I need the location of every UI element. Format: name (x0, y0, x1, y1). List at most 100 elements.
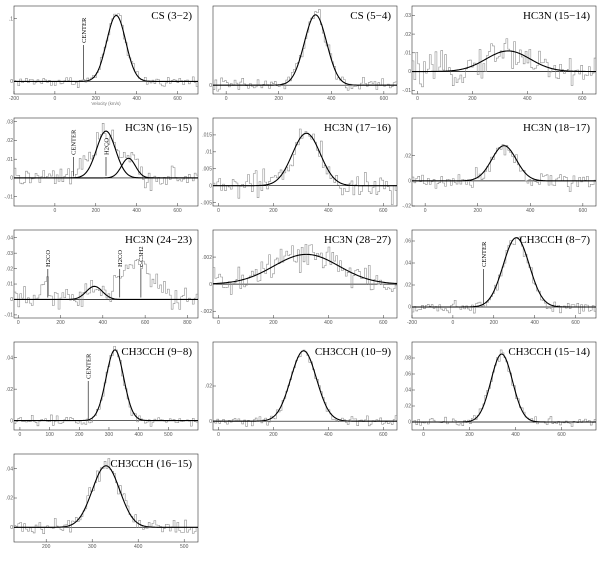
observed-spectrum (213, 244, 397, 295)
spectrum-panel: -200 0 200 400 600 0 .1 Velocity (km/s) CS (3−2)… (9, 5, 199, 106)
spectrum-panel: 0 200 400 600 -.005 0 .005 .01 .015 HC3N (17−16) (201, 117, 398, 214)
gaussian-fit (14, 14, 198, 82)
panel-title: CH3CCH (15−14) (508, 346, 590, 358)
plot-frame (411, 341, 597, 431)
x-tick-label: 400 (99, 320, 108, 326)
x-axis-label: Velocity (km/s) (91, 101, 121, 106)
y-tick-label: .02 (404, 32, 411, 38)
x-tick-label: 200 (269, 320, 278, 326)
annotation-label: CENTER (81, 17, 88, 43)
x-tick-label: 400 (324, 432, 333, 438)
panel-title: CH3CCH (16−15) (110, 458, 192, 470)
x-tick-label: 0 (424, 208, 427, 214)
x-tick-label: -200 (407, 320, 417, 326)
plot-frame (13, 5, 199, 95)
x-tick-label: 400 (511, 432, 520, 438)
y-tick-label: .04 (404, 261, 411, 267)
x-tick-label: 200 (490, 320, 499, 326)
x-tick-label: 600 (141, 320, 150, 326)
x-tick-label: 400 (324, 208, 333, 214)
y-tick-label: .04 (6, 235, 13, 241)
plot-frame (212, 229, 398, 319)
gaussian-fit (14, 285, 198, 301)
spectrum-panel: 0 200 400 600 800 -.01 0 .01 .02 .03 .04 HC3N (24−2… (4, 229, 199, 326)
x-tick-label: 200 (269, 432, 278, 438)
panel-title: HC3N (15−14) (523, 10, 590, 22)
y-tick-label: .02 (404, 283, 411, 289)
x-tick-label: 600 (379, 320, 388, 326)
y-tick-label: -.02 (402, 204, 411, 210)
x-tick-label: 500 (180, 544, 189, 550)
plot-frame (13, 117, 199, 207)
plot-frame (212, 117, 398, 207)
panel-title: HC3N (16−15) (125, 122, 192, 134)
y-tick-label: -.01 (4, 194, 13, 200)
x-tick-label: 400 (132, 208, 141, 214)
x-tick-label: 200 (56, 320, 65, 326)
y-tick-label: .04 (6, 466, 13, 472)
observed-spectrum (14, 345, 198, 427)
x-tick-label: 200 (75, 432, 84, 438)
x-tick-label: 600 (578, 96, 587, 102)
observed-spectrum (14, 123, 198, 191)
panel-title: HC3N (24−23) (125, 234, 192, 246)
observed-spectrum (14, 13, 198, 88)
plot-frame (212, 5, 398, 95)
x-tick-label: 0 (451, 320, 454, 326)
y-tick-label: .02 (6, 496, 13, 502)
y-tick-label: .02 (6, 138, 13, 144)
x-tick-label: 0 (217, 320, 220, 326)
spectrum-panel: 0 200 400 600 -.02 0 .02 HC3N (18−17) (402, 117, 597, 214)
panel-title: CH3CCH (10−9) (315, 346, 392, 358)
y-tick-label: .01 (404, 51, 411, 57)
x-tick-label: -200 (9, 96, 19, 102)
observed-spectrum (412, 236, 596, 314)
panel-title: CS (3−2) (151, 10, 192, 22)
y-tick-label: 0 (10, 525, 13, 531)
y-tick-label: 0 (408, 420, 411, 426)
y-tick-label: .03 (404, 13, 411, 19)
plot-frame (13, 341, 199, 431)
spectrum-panel: 0 200 400 600 0 .02 .04 .06 .08 CH3CCH (15−14) (404, 341, 597, 438)
y-tick-label: -.005 (201, 200, 213, 206)
x-tick-label: 200 (474, 208, 483, 214)
x-tick-label: 0 (53, 96, 56, 102)
x-tick-label: 200 (275, 96, 284, 102)
x-tick-label: 0 (53, 208, 56, 214)
y-tick-label: 0 (10, 176, 13, 182)
gaussian-fit (412, 237, 596, 308)
x-tick-label: 500 (164, 432, 173, 438)
spectrum-panel: 0 100 200 300 400 500 0 .02 .04 CH3CCH (9−8) CENTE… (6, 341, 199, 438)
y-tick-label: 0 (408, 179, 411, 185)
x-tick-label: 600 (379, 432, 388, 438)
x-tick-label: 600 (380, 96, 389, 102)
y-tick-label: .02 (404, 153, 411, 159)
y-tick-label: .02 (6, 266, 13, 272)
x-tick-label: 100 (45, 432, 54, 438)
spectrum-panel: -200 0 200 400 600 0 .02 .04 .06 CH3CCH (8−7) CENT… (404, 229, 597, 326)
x-tick-label: 600 (579, 208, 588, 214)
y-tick-label: .08 (404, 356, 411, 362)
y-tick-label: .1 (9, 16, 13, 22)
x-tick-label: 0 (225, 96, 228, 102)
y-tick-label: 0 (10, 418, 13, 424)
panel-title: CH3CCH (8−7) (519, 234, 590, 246)
x-tick-label: 400 (134, 544, 143, 550)
panel-title: CH3CCH (9−8) (121, 346, 192, 358)
spectrum-panel: 0 200 400 600 -.01 0 .01 .02 .03 HC3N (16−15) CENT… (4, 117, 199, 214)
y-tick-label: 0 (209, 419, 212, 425)
x-tick-label: 200 (42, 544, 51, 550)
x-tick-label: 0 (217, 208, 220, 214)
y-tick-label: .01 (6, 157, 13, 163)
y-tick-label: 0 (209, 183, 212, 189)
y-tick-label: .04 (6, 355, 13, 361)
plot-frame (411, 117, 597, 207)
x-tick-label: 400 (327, 96, 336, 102)
observed-spectrum (14, 259, 198, 310)
x-tick-label: 200 (92, 96, 101, 102)
panel-title: HC3N (18−17) (523, 122, 590, 134)
observed-spectrum (412, 349, 596, 427)
observed-spectrum (213, 349, 397, 427)
gaussian-fit (213, 132, 397, 187)
